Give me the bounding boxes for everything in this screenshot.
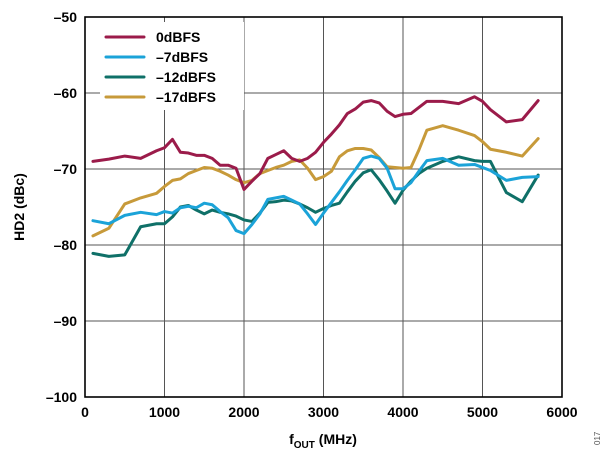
x-axis-label-main: f	[289, 431, 294, 447]
x-tick-label-0: 0	[81, 404, 89, 420]
y-tick-labels: –100 –90 –80 –70 –60 –50	[46, 9, 77, 405]
x-tick-label-3: 3000	[308, 404, 339, 420]
y-tick-label-0: –100	[46, 389, 77, 405]
x-tick-label-5: 5000	[467, 404, 498, 420]
legend: 0dBFS –7dBFS –12dBFS –17dBFS	[100, 22, 244, 110]
x-axis-label: fOUT (MHz)	[289, 431, 357, 451]
x-tick-label-6: 6000	[546, 404, 577, 420]
series-line-3	[91, 124, 540, 238]
x-axis-label-subscript: OUT	[294, 440, 315, 451]
series-lines	[91, 95, 540, 258]
y-axis-label: HD2 (dBc)	[11, 173, 27, 241]
plot-frame	[84, 16, 563, 398]
x-tick-label-2: 2000	[228, 404, 259, 420]
y-tick-label-1: –90	[54, 313, 78, 329]
x-axis-label-unit: (MHz)	[315, 431, 357, 447]
legend-label-1: –7dBFS	[156, 49, 208, 65]
y-tick-label-3: –70	[54, 161, 78, 177]
y-tick-label-5: –50	[54, 9, 78, 25]
series-line-0	[91, 95, 540, 192]
legend-label-3: –17dBFS	[156, 89, 216, 105]
x-tick-label-4: 4000	[387, 404, 418, 420]
legend-label-2: –12dBFS	[156, 69, 216, 85]
y-tick-label-4: –60	[54, 85, 78, 101]
x-tick-labels: 0 1000 2000 3000 4000 5000 6000	[81, 404, 578, 420]
legend-label-0: 0dBFS	[156, 29, 200, 45]
figure-id: 017	[593, 431, 602, 445]
x-tick-label-1: 1000	[149, 404, 180, 420]
y-tick-label-2: –80	[54, 237, 78, 253]
series-line-1	[91, 154, 540, 236]
